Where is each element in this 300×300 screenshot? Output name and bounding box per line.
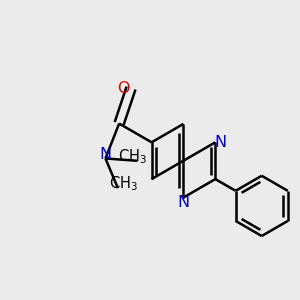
Text: O: O — [117, 80, 129, 95]
Text: CH$_3$: CH$_3$ — [118, 148, 147, 166]
Text: N: N — [177, 195, 190, 210]
Text: N: N — [99, 147, 112, 162]
Text: CH$_3$: CH$_3$ — [109, 175, 138, 194]
Text: N: N — [214, 135, 227, 150]
